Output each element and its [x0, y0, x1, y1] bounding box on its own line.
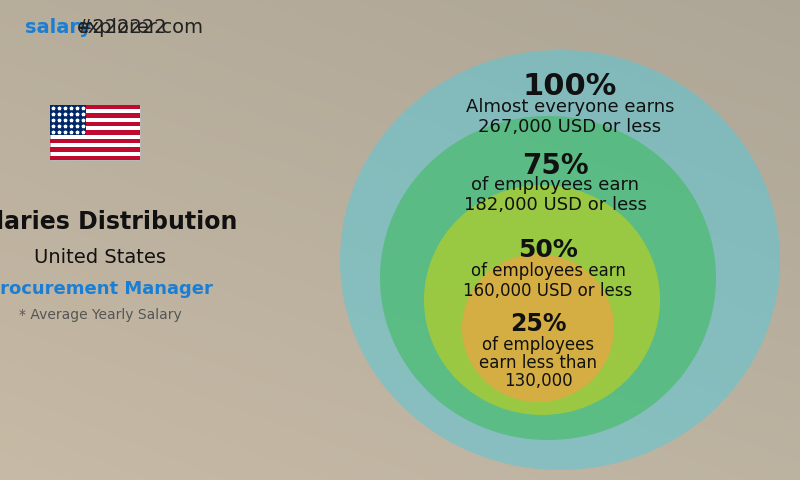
Text: 100%: 100% [523, 72, 617, 101]
Bar [50, 139, 140, 143]
Ellipse shape [462, 254, 614, 402]
Text: earn less than: earn less than [479, 354, 597, 372]
Bar [50, 105, 140, 160]
Bar [50, 147, 140, 152]
Text: salary: salary [25, 18, 92, 37]
Bar [50, 105, 86, 134]
Bar [50, 156, 140, 160]
Text: Procurement Manager: Procurement Manager [0, 280, 213, 298]
Ellipse shape [380, 116, 716, 440]
Ellipse shape [424, 185, 660, 415]
Text: 50%: 50% [518, 238, 578, 262]
Text: 267,000 USD or less: 267,000 USD or less [478, 118, 662, 136]
Text: explorer.com: explorer.com [77, 18, 204, 37]
Text: 75%: 75% [522, 152, 588, 180]
Text: 182,000 USD or less: 182,000 USD or less [463, 196, 646, 214]
Bar [50, 122, 140, 126]
Text: * Average Yearly Salary: * Average Yearly Salary [18, 308, 182, 322]
Bar [50, 105, 140, 109]
Text: 25%: 25% [510, 312, 566, 336]
Ellipse shape [340, 50, 780, 470]
Text: 160,000 USD or less: 160,000 USD or less [463, 282, 633, 300]
Text: Salaries Distribution: Salaries Distribution [0, 210, 237, 234]
Text: of employees earn: of employees earn [471, 176, 639, 194]
Bar [50, 131, 140, 134]
Text: of employees earn: of employees earn [470, 262, 626, 280]
Text: of employees: of employees [482, 336, 594, 354]
Bar [50, 113, 140, 118]
Text: Almost everyone earns: Almost everyone earns [466, 98, 674, 116]
Text: #222222: #222222 [77, 18, 168, 37]
Text: United States: United States [34, 248, 166, 267]
Text: 130,000: 130,000 [504, 372, 572, 390]
